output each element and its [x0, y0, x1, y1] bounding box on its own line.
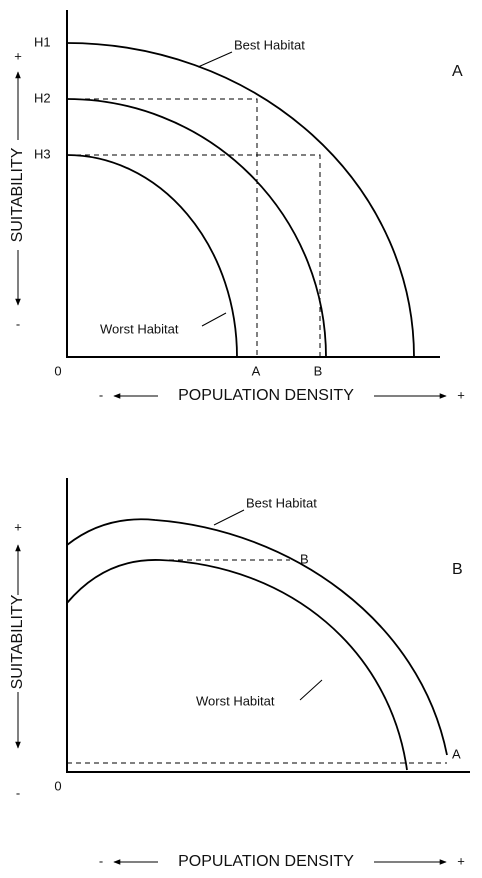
panel-b: B A Best Habitat Worst Habitat B + SUITA…: [9, 478, 470, 870]
x-mark: A: [252, 363, 261, 378]
leader: [299, 679, 323, 701]
y-plus: +: [14, 519, 22, 534]
axes: [66, 10, 440, 358]
x-plus: +: [457, 853, 465, 868]
level-label: H3: [34, 146, 51, 161]
x-minus: -: [99, 387, 103, 402]
x-plus: +: [457, 387, 465, 402]
panel-label: B: [452, 561, 463, 578]
x-mark: B: [314, 363, 323, 378]
curve-label: Worst Habitat: [100, 321, 179, 336]
point-label: B: [300, 551, 309, 566]
level-label: H2: [34, 90, 51, 105]
curve-label: Best Habitat: [246, 495, 317, 510]
dashed-guide: [67, 98, 258, 357]
worst-curve: [66, 559, 408, 771]
x-minus: -: [99, 853, 103, 868]
y-axis-label: SUITABILITY: [9, 594, 26, 689]
mid-curve: [66, 98, 327, 358]
y-plus: +: [14, 48, 22, 63]
level-label: H1: [34, 34, 51, 49]
worst-curve: [66, 154, 238, 358]
best-curve: [66, 518, 448, 756]
x-axis-label: POPULATION DENSITY: [178, 387, 354, 404]
y-axis-label: SUITABILITY: [9, 147, 26, 242]
curve-label: Worst Habitat: [196, 693, 275, 708]
point-label: A: [452, 746, 461, 761]
best-curve: [66, 42, 415, 358]
leader: [197, 51, 233, 68]
axes: [66, 478, 470, 773]
origin: 0: [54, 778, 61, 793]
leader: [213, 509, 245, 526]
leader: [201, 312, 227, 327]
x-axis-label: POPULATION DENSITY: [178, 853, 354, 870]
dashed-guide: [67, 154, 321, 357]
panel-label: A: [452, 63, 463, 80]
curve-label: Best Habitat: [234, 37, 305, 52]
y-minus: -: [16, 785, 20, 800]
y-minus: -: [16, 316, 20, 331]
origin: 0: [54, 363, 61, 378]
panel-a: H1 H2 H3 Best Habitat Worst Habitat A + …: [9, 10, 465, 404]
